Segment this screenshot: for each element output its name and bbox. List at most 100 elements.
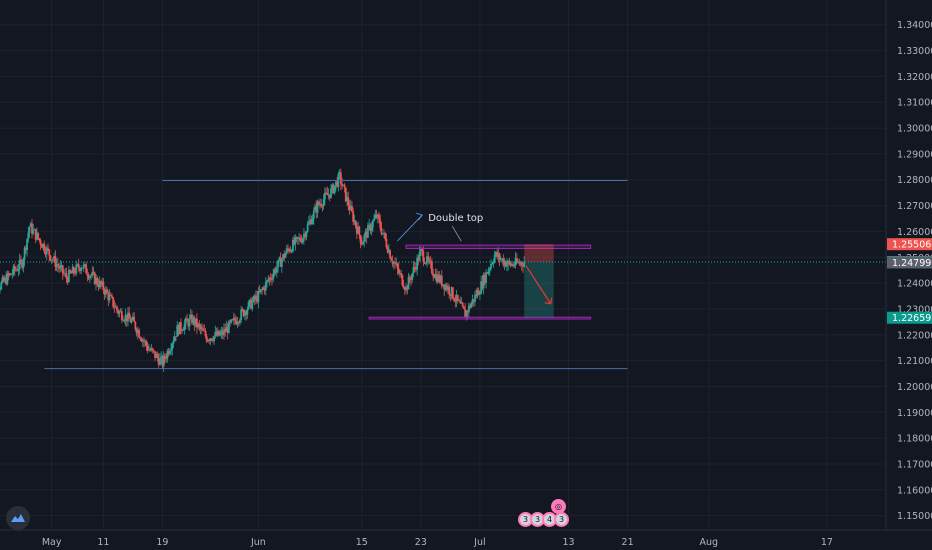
candle-body xyxy=(341,183,343,186)
candle-body xyxy=(188,317,191,327)
candle-body xyxy=(301,238,304,243)
price-axis[interactable]: 1.34000 1.33000 1.32000 1.31000 1.30000 1.290… xyxy=(897,20,932,522)
candle-body xyxy=(178,322,181,335)
candle-body xyxy=(63,273,65,275)
candle-body xyxy=(483,274,486,283)
candle-body xyxy=(8,273,11,276)
candle-body xyxy=(443,284,446,290)
candle-body xyxy=(347,197,350,206)
candle-body xyxy=(268,277,271,281)
candle-body xyxy=(515,258,518,263)
candle-body xyxy=(477,290,480,295)
candle-body xyxy=(319,203,321,205)
candle-body xyxy=(75,264,78,274)
candle-body xyxy=(170,349,172,352)
candle-body xyxy=(498,253,501,260)
candle-body xyxy=(166,350,169,359)
candle-body xyxy=(445,285,448,290)
candle-body xyxy=(371,220,374,228)
candle-body xyxy=(52,259,54,261)
candle-body xyxy=(353,220,356,222)
candle-body xyxy=(56,264,59,267)
candle-body xyxy=(280,259,283,267)
price-tick-label: 1.21000 xyxy=(897,356,932,367)
candle-body xyxy=(138,330,140,338)
candle-body xyxy=(95,277,97,285)
candle-body xyxy=(309,219,311,223)
candle-body xyxy=(448,286,451,295)
candle-body xyxy=(38,238,41,241)
candle-body xyxy=(11,273,14,275)
candle-body xyxy=(90,275,92,277)
candle-body xyxy=(434,274,437,278)
tradingview-logo-icon[interactable] xyxy=(6,506,30,530)
candle-body xyxy=(322,199,325,207)
candle-body xyxy=(60,265,63,267)
candle-body xyxy=(299,237,302,241)
candle-body xyxy=(431,262,433,274)
candle-body xyxy=(413,266,416,268)
candle-body xyxy=(161,356,164,367)
candle-body xyxy=(157,358,160,365)
candle-body xyxy=(113,306,116,308)
candle-body xyxy=(311,218,314,224)
candle-body xyxy=(32,229,35,234)
candle-body xyxy=(215,331,218,336)
price-tick-label: 1.15000 xyxy=(897,511,932,522)
candle-body xyxy=(156,354,159,359)
candle-body xyxy=(59,265,62,269)
event-marker[interactable]: 3 xyxy=(554,512,569,527)
candle-body xyxy=(84,264,86,266)
candle-body xyxy=(362,241,364,245)
candle-body xyxy=(15,269,17,271)
candle-body xyxy=(346,197,348,202)
time-axis[interactable]: May 11 19 Jun 15 23 Jul 13 21 Aug 17 xyxy=(42,537,833,548)
candle-body xyxy=(21,260,24,268)
candle-body xyxy=(64,273,67,275)
candle-body xyxy=(519,262,522,264)
candle-body xyxy=(214,331,217,336)
candle-body xyxy=(342,184,345,186)
candle-body xyxy=(221,331,224,336)
candle-body xyxy=(262,287,265,290)
candle-body xyxy=(394,262,396,264)
candle-body xyxy=(120,311,123,320)
price-tag xyxy=(887,256,932,269)
candle-body xyxy=(274,269,277,273)
candle-body xyxy=(0,282,3,290)
candle-body xyxy=(296,237,299,239)
candle-body xyxy=(364,231,367,236)
candle-body xyxy=(461,302,464,307)
candle-body xyxy=(497,253,500,258)
candle-body xyxy=(451,287,454,299)
candle-body xyxy=(183,323,186,331)
candle-body xyxy=(338,172,341,174)
candle-body xyxy=(320,203,323,206)
candle-body xyxy=(165,358,168,360)
double-top-label: Double top xyxy=(428,213,483,224)
candle-body xyxy=(321,205,324,207)
candle-body xyxy=(310,219,313,224)
candle-body xyxy=(295,237,298,238)
candle-body xyxy=(390,258,393,261)
candle-body xyxy=(227,321,230,334)
candle-body xyxy=(135,329,138,334)
candle-body xyxy=(27,232,30,239)
price-tag-label: 1.24799 xyxy=(892,258,931,269)
candle-body xyxy=(470,303,473,308)
candle-body xyxy=(464,308,467,318)
candle-body xyxy=(130,319,133,323)
candle-body xyxy=(150,348,153,351)
time-tick-label: 17 xyxy=(821,537,833,548)
candle-body xyxy=(267,280,270,282)
price-tag-label: 1.25506 xyxy=(892,240,931,251)
candle-body xyxy=(167,350,170,354)
candle-body xyxy=(493,254,496,262)
candle-body xyxy=(480,281,483,294)
candle-body xyxy=(168,351,171,354)
candle-body xyxy=(316,201,319,213)
candle-body xyxy=(154,351,156,358)
candle-body xyxy=(123,320,126,322)
